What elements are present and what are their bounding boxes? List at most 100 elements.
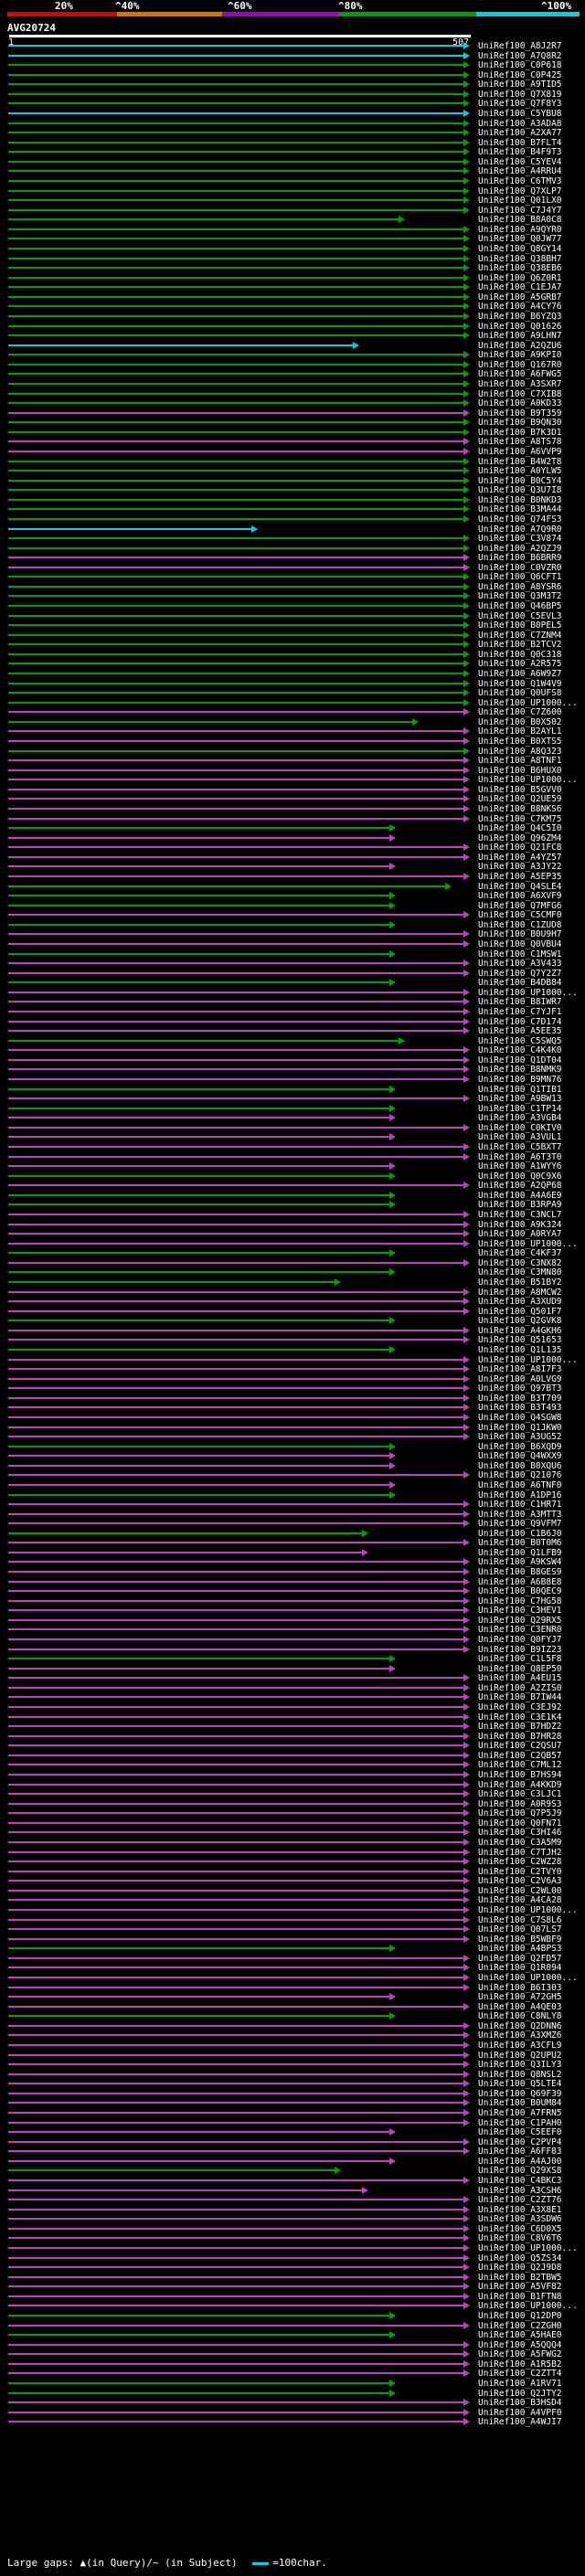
- hit-name[interactable]: UniRef100_B8IWR7: [478, 997, 562, 1008]
- hit-name[interactable]: UniRef100_Q1JKW0: [478, 1422, 562, 1433]
- hit-name[interactable]: UniRef100_UP1000...: [478, 1238, 578, 1249]
- hit-name[interactable]: UniRef100_C3ENR0: [478, 1625, 562, 1636]
- hit-name[interactable]: UniRef100_Q2FD57: [478, 1953, 562, 1964]
- hit-name[interactable]: UniRef100_A5VF82: [478, 2282, 562, 2293]
- hit-name[interactable]: UniRef100_A6W9Z7: [478, 669, 562, 680]
- hit-name[interactable]: UniRef100_A8J2R7: [478, 41, 562, 51]
- hit-name[interactable]: UniRef100_A2QP68: [478, 1181, 562, 1192]
- hit-name[interactable]: UniRef100_A4BPS3: [478, 1944, 562, 1955]
- hit-name[interactable]: UniRef100_Q1DT04: [478, 1055, 562, 1065]
- hit-name[interactable]: UniRef100_Q2UE59: [478, 794, 562, 805]
- hit-name[interactable]: UniRef100_C5YBU8: [478, 108, 562, 119]
- hit-name[interactable]: UniRef100_A6T3T0: [478, 1151, 562, 1162]
- hit-name[interactable]: UniRef100_A9KSW4: [478, 1557, 562, 1568]
- hit-name[interactable]: UniRef100_C8V6T6: [478, 2233, 562, 2244]
- hit-name[interactable]: UniRef100_B51BY2: [478, 1277, 562, 1288]
- hit-name[interactable]: UniRef100_B7IW44: [478, 1692, 562, 1703]
- hit-name[interactable]: UniRef100_A3V433: [478, 959, 562, 970]
- hit-name[interactable]: UniRef100_A1DP16: [478, 1489, 562, 1500]
- hit-name[interactable]: UniRef100_A2QZU6: [478, 340, 562, 351]
- hit-name[interactable]: UniRef100_Q8GY14: [478, 243, 562, 254]
- hit-name[interactable]: UniRef100_Q38BH7: [478, 253, 562, 264]
- hit-name[interactable]: UniRef100_Q7F8Y3: [478, 99, 562, 110]
- hit-name[interactable]: UniRef100_C0KIV0: [478, 1122, 562, 1133]
- hit-name[interactable]: UniRef100_B1FTN8: [478, 2291, 562, 2302]
- hit-name[interactable]: UniRef100_C8NLY8: [478, 2011, 562, 2022]
- hit-name[interactable]: UniRef100_C1HR71: [478, 1500, 562, 1511]
- hit-name[interactable]: UniRef100_A0YLW5: [478, 466, 562, 477]
- hit-name[interactable]: UniRef100_C7TJH2: [478, 1847, 562, 1858]
- hit-name[interactable]: UniRef100_C3E1K4: [478, 1712, 562, 1723]
- hit-name[interactable]: UniRef100_Q5ZS34: [478, 2253, 562, 2263]
- hit-name[interactable]: UniRef100_C6D0X5: [478, 2223, 562, 2234]
- hit-name[interactable]: UniRef100_A8Q323: [478, 746, 562, 757]
- hit-name[interactable]: UniRef100_Q7MFG6: [478, 900, 562, 911]
- hit-name[interactable]: UniRef100_A3SDW6: [478, 2214, 562, 2225]
- hit-name[interactable]: UniRef100_C1PAH0: [478, 2117, 562, 2128]
- hit-name[interactable]: UniRef100_A8TS78: [478, 437, 562, 448]
- hit-name[interactable]: UniRef100_B7HDZ2: [478, 1722, 562, 1733]
- hit-name[interactable]: UniRef100_A5HAE0: [478, 2330, 562, 2341]
- hit-name[interactable]: UniRef100_B3HSD4: [478, 2398, 562, 2409]
- hit-name[interactable]: UniRef100_UP1000...: [478, 2301, 578, 2312]
- hit-name[interactable]: UniRef100_A5EP35: [478, 872, 562, 883]
- hit-name[interactable]: UniRef100_Q2J9D8: [478, 2263, 562, 2274]
- hit-name[interactable]: UniRef100_Q0C9X6: [478, 1171, 562, 1182]
- hit-name[interactable]: UniRef100_Q0JW77: [478, 234, 562, 245]
- hit-name[interactable]: UniRef100_C3MN80: [478, 1267, 562, 1278]
- hit-name[interactable]: UniRef100_A3MTT3: [478, 1509, 562, 1520]
- hit-name[interactable]: UniRef100_A1RV71: [478, 2378, 562, 2389]
- hit-name[interactable]: UniRef100_B6I303: [478, 1982, 562, 1993]
- hit-name[interactable]: UniRef100_A4AJ00: [478, 2156, 562, 2167]
- hit-name[interactable]: UniRef100_A5FWG2: [478, 2349, 562, 2360]
- hit-name[interactable]: UniRef100_C5EEF0: [478, 2127, 562, 2138]
- hit-name[interactable]: UniRef100_A6FWG5: [478, 369, 562, 380]
- hit-name[interactable]: UniRef100_UP1000...: [478, 1905, 578, 1915]
- hit-name[interactable]: UniRef100_A0R9S3: [478, 1798, 562, 1809]
- hit-name[interactable]: UniRef100_C2ZTT4: [478, 2369, 562, 2380]
- hit-name[interactable]: UniRef100_C7D174: [478, 1016, 562, 1027]
- hit-name[interactable]: UniRef100_A1WYY6: [478, 1161, 562, 1172]
- hit-name[interactable]: UniRef100_Q4SLE4: [478, 881, 562, 892]
- hit-name[interactable]: UniRef100_C1B6J0: [478, 1528, 562, 1539]
- hit-name[interactable]: UniRef100_Q01LX0: [478, 196, 562, 207]
- hit-name[interactable]: UniRef100_Q0VBU4: [478, 939, 562, 949]
- hit-name[interactable]: UniRef100_B0XTS5: [478, 737, 562, 747]
- hit-name[interactable]: UniRef100_A6XVF9: [478, 891, 562, 902]
- hit-name[interactable]: UniRef100_C3EJ92: [478, 1702, 562, 1713]
- hit-name[interactable]: UniRef100_Q4SGW8: [478, 1412, 562, 1423]
- hit-name[interactable]: UniRef100_Q29XS8: [478, 2166, 562, 2177]
- hit-name[interactable]: UniRef100_C2QSU7: [478, 1741, 562, 1752]
- hit-name[interactable]: UniRef100_Q3ILY3: [478, 2060, 562, 2071]
- hit-name[interactable]: UniRef100_A72GH5: [478, 1992, 562, 2003]
- hit-name[interactable]: UniRef100_UP1000...: [478, 2242, 578, 2253]
- hit-name[interactable]: UniRef100_Q8EP50: [478, 1663, 562, 1674]
- hit-name[interactable]: UniRef100_C7KM75: [478, 813, 562, 824]
- hit-name[interactable]: UniRef100_A9TID5: [478, 80, 562, 90]
- hit-name[interactable]: UniRef100_Q2JTY2: [478, 2388, 562, 2399]
- hit-name[interactable]: UniRef100_A8TNF1: [478, 756, 562, 767]
- hit-name[interactable]: UniRef100_C4KF37: [478, 1248, 562, 1259]
- hit-name[interactable]: UniRef100_B5GVV0: [478, 784, 562, 795]
- hit-name[interactable]: UniRef100_C2PVP4: [478, 2136, 562, 2147]
- hit-name[interactable]: UniRef100_Q0FN71: [478, 1818, 562, 1829]
- hit-name[interactable]: UniRef100_C2WL00: [478, 1885, 562, 1896]
- hit-name[interactable]: UniRef100_Q2GVK8: [478, 1316, 562, 1327]
- hit-name[interactable]: UniRef100_Q0FYJ7: [478, 1635, 562, 1646]
- hit-name[interactable]: UniRef100_Q3U7I8: [478, 485, 562, 496]
- hit-name[interactable]: UniRef100_B2TBW5: [478, 2272, 562, 2283]
- hit-name[interactable]: UniRef100_B3RPA9: [478, 1200, 562, 1211]
- hit-name[interactable]: UniRef100_C7ZNM4: [478, 630, 562, 641]
- hit-name[interactable]: UniRef100_C2V6A3: [478, 1876, 562, 1887]
- hit-name[interactable]: UniRef100_C3NCL7: [478, 1209, 562, 1220]
- hit-name[interactable]: UniRef100_B4DB84: [478, 978, 562, 989]
- hit-name[interactable]: UniRef100_C7YJF1: [478, 1007, 562, 1017]
- hit-name[interactable]: UniRef100_B7FLT4: [478, 137, 562, 148]
- hit-name[interactable]: UniRef100_A4YZ57: [478, 852, 562, 863]
- hit-name[interactable]: UniRef100_C0VZR0: [478, 562, 562, 573]
- hit-name[interactable]: UniRef100_Q1TIB1: [478, 1084, 562, 1095]
- hit-name[interactable]: UniRef100_Q1LFB9: [478, 1547, 562, 1558]
- hit-name[interactable]: UniRef100_B3MA44: [478, 504, 562, 515]
- hit-name[interactable]: UniRef100_C5YEV4: [478, 156, 562, 167]
- hit-name[interactable]: UniRef100_B6BRR9: [478, 553, 562, 564]
